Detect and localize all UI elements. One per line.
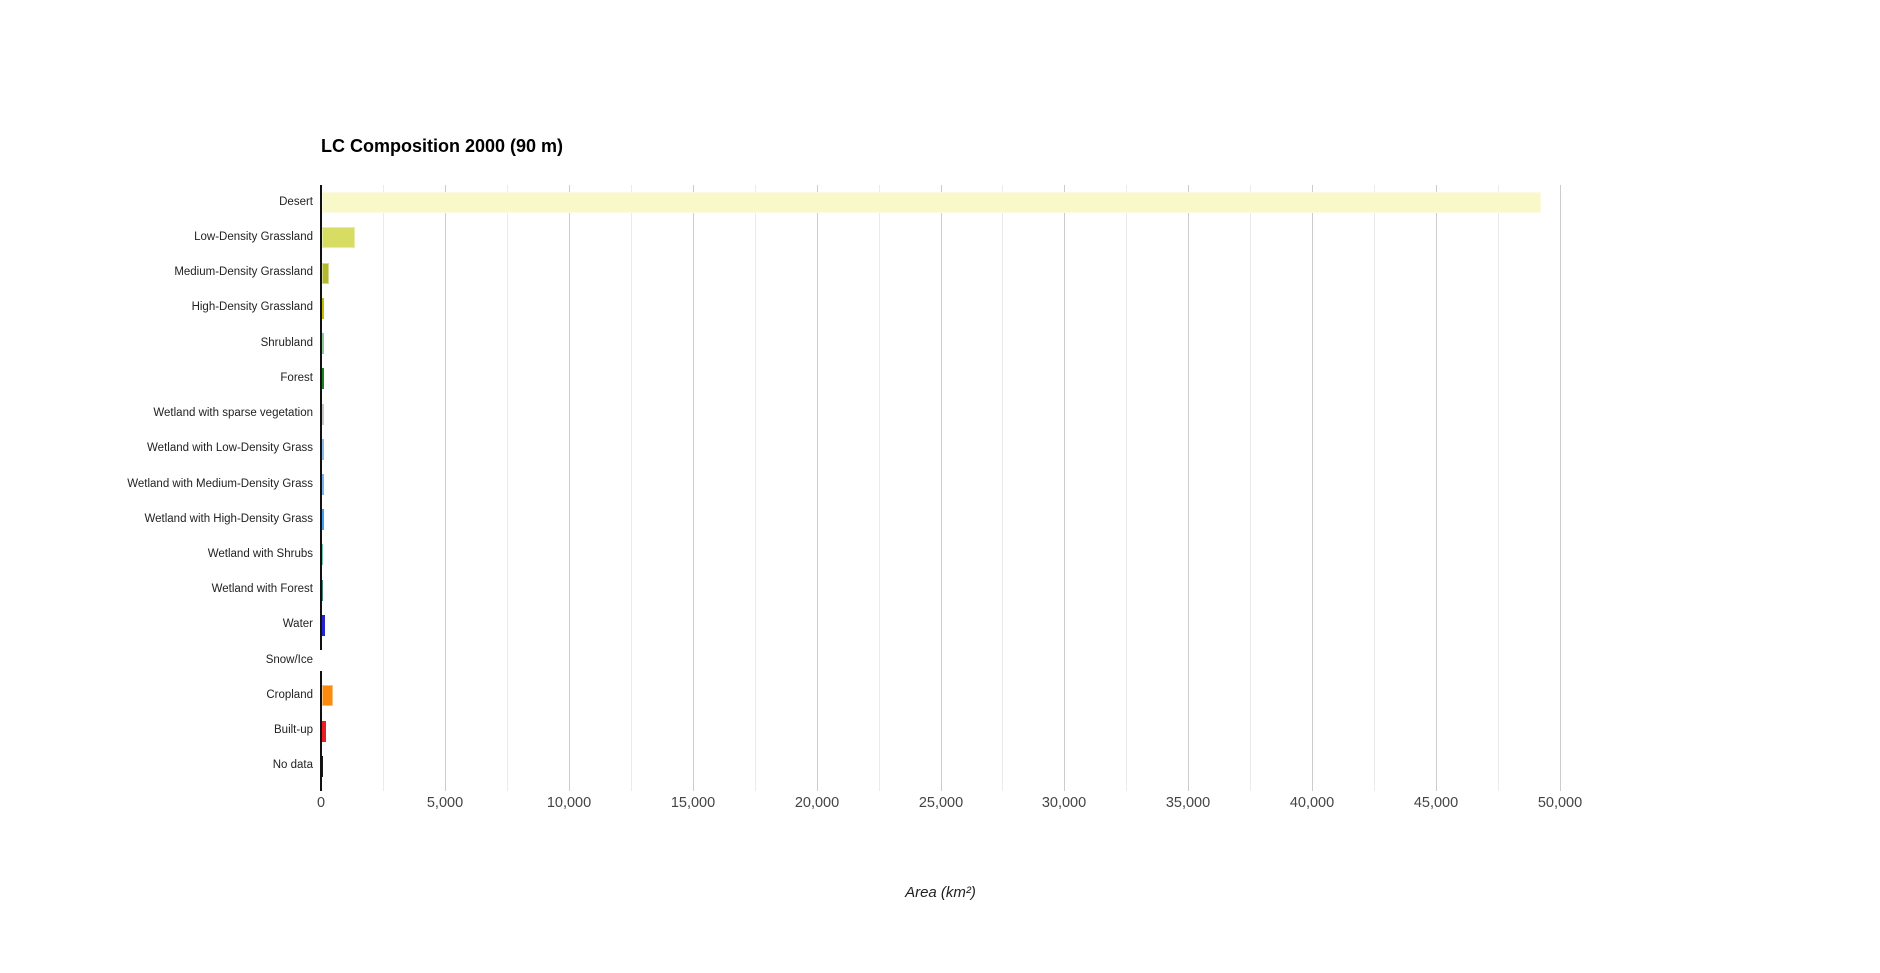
category-label: No data (272, 759, 313, 771)
category-label: Desert (279, 196, 313, 208)
category-label: Wetland with Medium-Density Grass (127, 478, 313, 490)
x-tick-label: 50,000 (1537, 795, 1583, 811)
major-gridline (445, 185, 446, 791)
bar-forest (322, 368, 324, 389)
x-tick-label: 30,000 (1041, 795, 1087, 811)
category-label: Wetland with Forest (211, 583, 313, 595)
bar-wetland-with-high-density-grass (322, 509, 324, 530)
x-tick-label: 20,000 (794, 795, 840, 811)
minor-gridline (1250, 185, 1251, 791)
bar-medium-density-grassland (322, 263, 329, 284)
major-gridline (1312, 185, 1313, 791)
chart-title: LC Composition 2000 (90 m) (321, 136, 564, 156)
category-label: Forest (280, 372, 313, 384)
bar-low-density-grassland (322, 227, 355, 248)
major-gridline (569, 185, 570, 791)
category-label: Cropland (266, 689, 313, 701)
minor-gridline (1498, 185, 1499, 791)
minor-gridline (631, 185, 632, 791)
major-gridline (1188, 185, 1189, 791)
bar-shrubland (322, 333, 324, 354)
major-gridline (1560, 185, 1561, 791)
bar-wetland-with-forest (322, 580, 323, 601)
x-tick-label: 5,000 (426, 795, 464, 811)
x-tick-label: 0 (316, 795, 326, 811)
bar-desert (322, 192, 1541, 213)
x-tick-label: 40,000 (1289, 795, 1335, 811)
category-label: High-Density Grassland (191, 301, 313, 313)
category-label: Wetland with sparse vegetation (153, 407, 313, 419)
minor-gridline (1126, 185, 1127, 791)
minor-gridline (1002, 185, 1003, 791)
plot-area (319, 185, 1561, 791)
minor-gridline (383, 185, 384, 791)
category-label: Water (282, 618, 313, 630)
bar-high-density-grassland (322, 298, 324, 319)
x-tick-label: 25,000 (918, 795, 964, 811)
minor-gridline (1374, 185, 1375, 791)
minor-gridline (879, 185, 880, 791)
bar-water (322, 615, 325, 636)
category-label: Medium-Density Grassland (174, 266, 313, 278)
category-label: Wetland with Shrubs (207, 548, 313, 560)
bar-built-up (322, 721, 326, 742)
y-axis-baseline (320, 185, 322, 791)
minor-gridline (755, 185, 756, 791)
major-gridline (1064, 185, 1065, 791)
x-tick-label: 15,000 (670, 795, 716, 811)
major-gridline (817, 185, 818, 791)
category-label: Wetland with Low-Density Grass (147, 442, 313, 454)
major-gridline (693, 185, 694, 791)
bar-wetland-with-medium-density-grass (322, 474, 324, 495)
x-tick-label: 10,000 (546, 795, 592, 811)
category-label: Shrubland (260, 337, 313, 349)
bar-snow-ice (319, 650, 323, 671)
minor-gridline (507, 185, 508, 791)
bar-wetland-with-sparse-vegetation (322, 404, 324, 425)
category-label: Low-Density Grassland (194, 231, 313, 243)
x-axis-title: Area (km²) (905, 884, 976, 901)
bar-wetland-with-shrubs (322, 544, 323, 565)
major-gridline (1436, 185, 1437, 791)
x-tick-label: 45,000 (1413, 795, 1459, 811)
category-label: Wetland with High-Density Grass (144, 513, 313, 525)
bar-wetland-with-low-density-grass (322, 439, 324, 460)
bar-cropland (322, 685, 333, 706)
bar-no-data (322, 756, 323, 777)
major-gridline (941, 185, 942, 791)
category-label: Snow/Ice (265, 654, 313, 666)
x-tick-label: 35,000 (1165, 795, 1211, 811)
category-label: Built-up (274, 724, 313, 736)
